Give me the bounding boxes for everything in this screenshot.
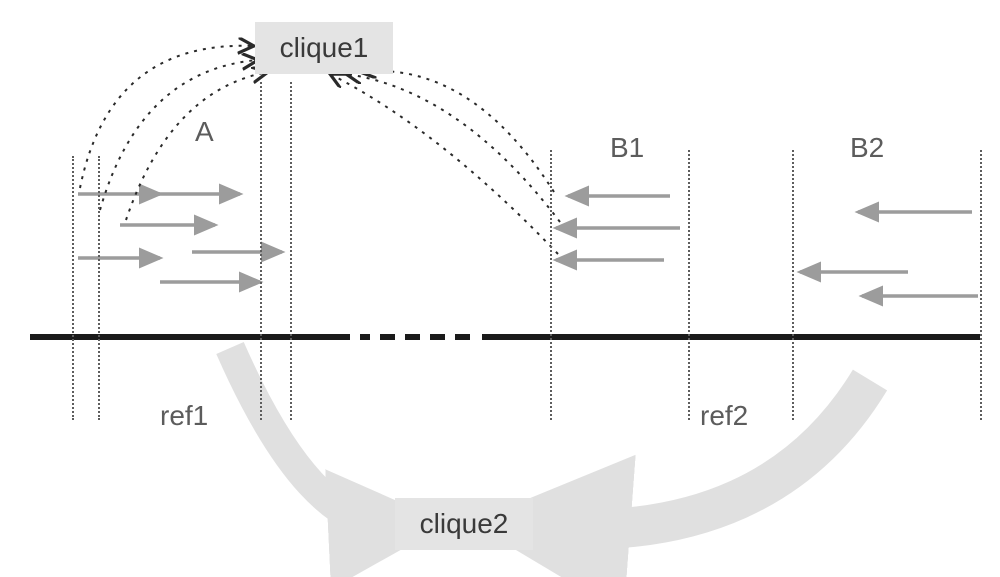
label-a: A [195,116,214,148]
label-ref2: ref2 [700,400,748,432]
clique1-label: clique1 [280,32,369,64]
label-b1: B1 [610,132,644,164]
vertical-dash [550,150,552,420]
clique2-box: clique2 [395,498,533,550]
label-b2: B2 [850,132,884,164]
clique2-label: clique2 [420,508,509,540]
label-ref1: ref1 [160,400,208,432]
vertical-dash [72,156,74,420]
vertical-dash [980,150,982,420]
clique1-box: clique1 [255,22,393,74]
vertical-dash [290,82,292,420]
vertical-dash [98,156,100,420]
read-arrows [78,194,978,296]
dashed-curves [80,46,560,254]
vertical-dash [688,150,690,420]
vertical-dash [792,150,794,420]
svg-layer [0,0,1000,577]
vertical-dash [260,82,262,420]
diagram-stage: clique1 clique2 A B1 B2 ref1 ref2 [0,0,1000,577]
